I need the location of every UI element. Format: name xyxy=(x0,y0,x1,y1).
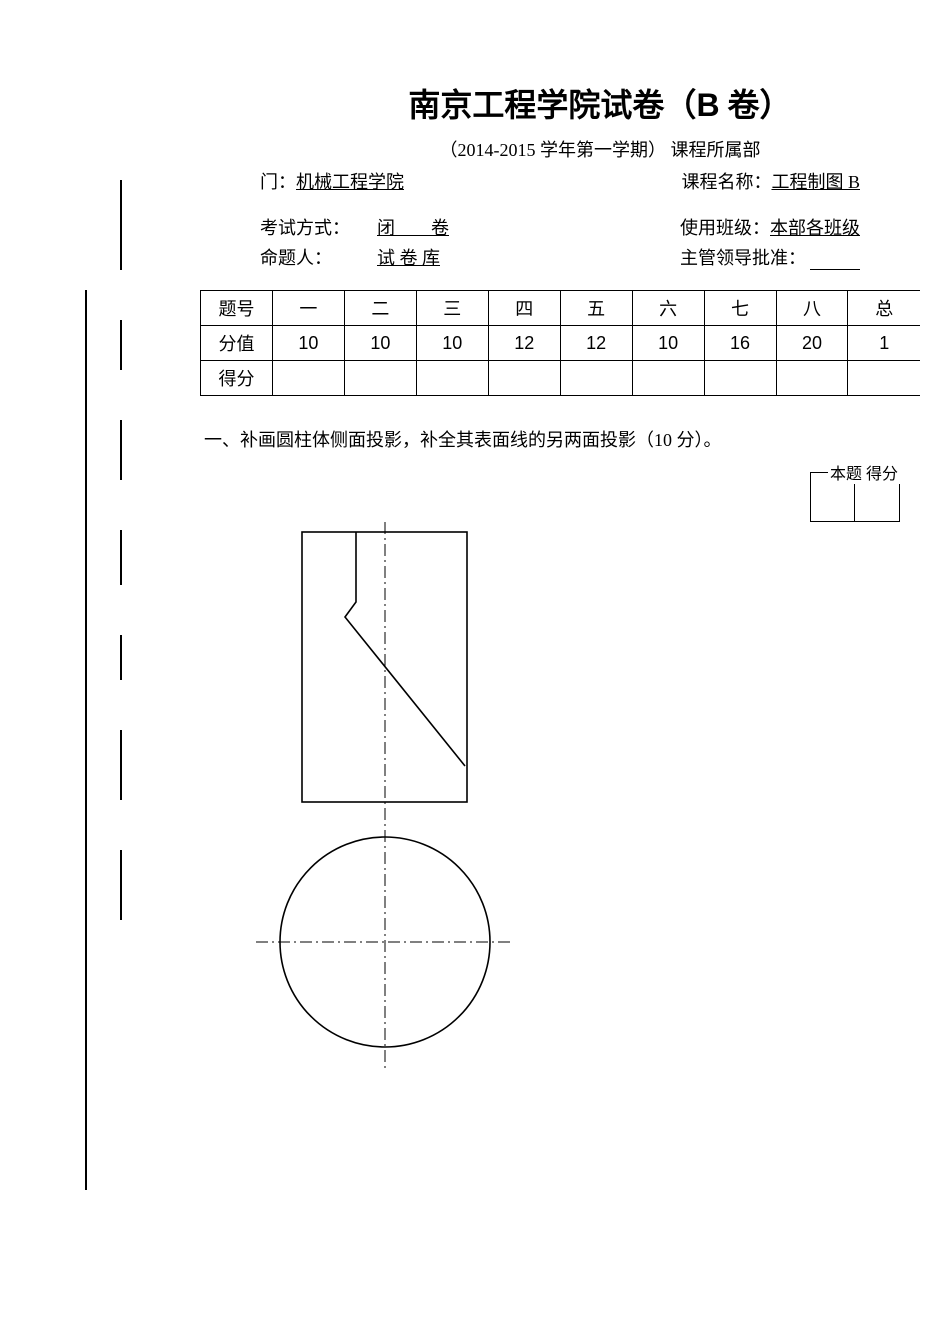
cell xyxy=(632,361,704,396)
course-field: 课程名称：工程制图 B xyxy=(681,168,860,194)
table-row-values: 分值 10 10 10 12 12 10 16 20 1 xyxy=(201,326,921,361)
bind-mark xyxy=(120,635,122,680)
page-title: 南京工程学院试卷（B 卷） xyxy=(280,80,920,126)
score-box: 本题 得分 xyxy=(810,472,900,522)
exam-field: 考试方式： 闭 卷 xyxy=(260,214,449,240)
exam-value: 闭 卷 xyxy=(377,218,449,238)
cell xyxy=(488,361,560,396)
dept-field: 门：机械工程学院 xyxy=(260,168,404,194)
question-figure xyxy=(250,522,920,1087)
author-field: 命题人： 试 卷 库 xyxy=(260,244,440,270)
th: 题号 xyxy=(201,291,273,326)
drawing-svg xyxy=(250,522,530,1082)
bind-mark xyxy=(120,420,122,480)
cell: 10 xyxy=(416,326,488,361)
cell xyxy=(848,361,920,396)
cell xyxy=(272,361,344,396)
th: 四 xyxy=(488,291,560,326)
subtitle: （2014-2015 学年第一学期） 课程所属部 xyxy=(280,136,920,162)
th: 总 xyxy=(848,291,920,326)
class-value: 本部各班级 xyxy=(770,218,860,238)
table-row-header: 题号 一 二 三 四 五 六 七 八 总 xyxy=(201,291,921,326)
th: 二 xyxy=(344,291,416,326)
th: 五 xyxy=(560,291,632,326)
bind-mark xyxy=(120,850,122,920)
paper-letter: B xyxy=(696,87,719,123)
exam-label: 考试方式： xyxy=(260,218,341,238)
score-box-label: 本题 得分 xyxy=(828,460,900,484)
dept-value: 机械工程学院 xyxy=(296,172,404,192)
title-suffix: 卷） xyxy=(720,87,792,123)
title-school: 南京工程学院试卷（ xyxy=(408,87,696,123)
question-1: 一、补画圆柱体侧面投影，补全其表面线的另两面投影（10 分）。 xyxy=(204,426,920,452)
th: 三 xyxy=(416,291,488,326)
cell xyxy=(776,361,848,396)
approve-label: 主管领导批准： xyxy=(680,248,806,268)
bind-mark xyxy=(120,730,122,800)
cell: 16 xyxy=(704,326,776,361)
bind-mark xyxy=(120,180,122,270)
row-label: 分值 xyxy=(201,326,273,361)
info-block: 门：机械工程学院 课程名称：工程制图 B 考试方式： 闭 卷 使用班级：本部各班… xyxy=(200,168,920,270)
cell: 10 xyxy=(344,326,416,361)
cell xyxy=(560,361,632,396)
cell: 12 xyxy=(560,326,632,361)
dept-label: 门： xyxy=(260,172,296,192)
course-value: 工程制图 B xyxy=(771,172,860,192)
approve-blank xyxy=(810,269,860,270)
surface-line xyxy=(345,532,465,766)
cell: 10 xyxy=(632,326,704,361)
table-row-score: 得分 xyxy=(201,361,921,396)
class-label: 使用班级： xyxy=(680,218,770,238)
th: 七 xyxy=(704,291,776,326)
cell: 10 xyxy=(272,326,344,361)
author-label: 命题人： xyxy=(260,248,323,268)
author-value: 试 卷 库 xyxy=(377,248,440,268)
cell: 12 xyxy=(488,326,560,361)
score-table: 题号 一 二 三 四 五 六 七 八 总 分值 10 10 10 12 12 1… xyxy=(200,290,920,396)
th: 八 xyxy=(776,291,848,326)
binding-marks xyxy=(120,180,122,970)
cell: 20 xyxy=(776,326,848,361)
cell xyxy=(704,361,776,396)
row-label: 得分 xyxy=(201,361,273,396)
bind-mark xyxy=(120,530,122,585)
class-field: 使用班级：本部各班级 xyxy=(680,214,860,240)
bind-mark xyxy=(120,320,122,370)
th: 一 xyxy=(272,291,344,326)
cell xyxy=(344,361,416,396)
th: 六 xyxy=(632,291,704,326)
course-label: 课程名称： xyxy=(681,172,771,192)
cell: 1 xyxy=(848,326,920,361)
approve-field: 主管领导批准： xyxy=(680,244,860,270)
left-margin-rule xyxy=(85,290,87,1190)
cell xyxy=(416,361,488,396)
